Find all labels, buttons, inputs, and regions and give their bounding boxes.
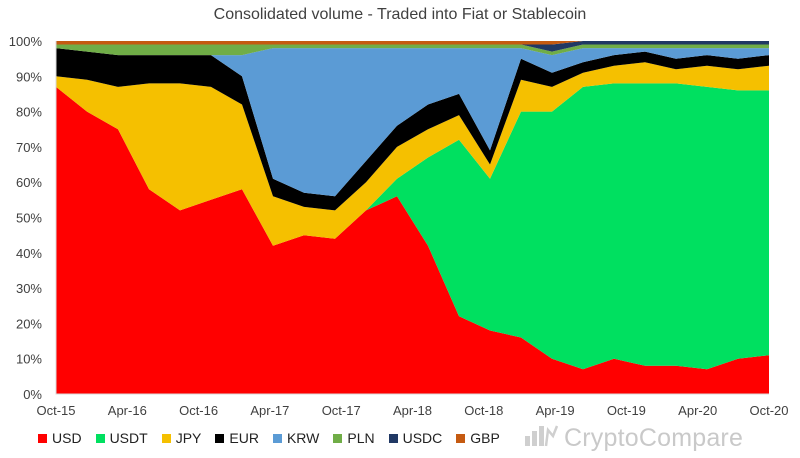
legend-item-eur: EUR [215,430,259,446]
y-tick-label: 50% [16,211,42,226]
x-tick-label: Oct-20 [749,403,788,418]
chart-title: Consolidated volume - Traded into Fiat o… [213,6,587,23]
x-tick-label: Apr-19 [536,403,575,418]
cryptocompare-logo-icon [524,422,559,455]
legend-swatch [161,433,171,443]
legend-swatch [333,433,343,443]
y-tick-label: 70% [16,140,42,155]
legend-swatch [272,433,282,443]
series-area-usd [56,86,769,395]
x-tick-label: Oct-18 [464,403,503,418]
chart-legend: USD USDT JPY EUR KRW PLN USDC GBP [38,428,514,448]
y-tick-label: 10% [16,352,42,367]
x-tick-label: Apr-17 [250,403,289,418]
legend-label: PLN [347,430,375,446]
legend-item-usdc: USDC [388,430,443,446]
series-area-eur [56,48,769,211]
y-tick-label: 80% [16,105,42,120]
legend-swatch [95,433,105,443]
legend-item-krw: KRW [272,430,320,446]
legend-label: USD [52,430,82,446]
legend-item-usdt: USDT [95,430,148,446]
y-tick-label: 20% [16,316,42,331]
x-tick-label: Oct-16 [179,403,218,418]
legend-label: GBP [470,430,500,446]
watermark: CryptoCompare [524,421,743,455]
series-area-usdt [56,83,769,370]
legend-swatch [215,433,225,443]
legend-swatch [456,433,466,443]
x-tick-label: Apr-20 [678,403,717,418]
legend-item-jpy: JPY [161,430,202,446]
legend-item-pln: PLN [333,430,375,446]
series-area-usdc [56,41,769,52]
watermark-text: CryptoCompare [564,423,744,452]
legend-label: KRW [286,430,320,446]
series-area-pln [56,44,769,56]
legend-label: EUR [229,430,259,446]
series-area-gbp [56,41,769,45]
legend-label: JPY [175,430,202,446]
x-tick-label: Oct-15 [36,403,75,418]
y-tick-label: 60% [16,175,42,190]
y-tick-label: 100% [9,34,43,49]
legend-swatch [38,433,47,443]
y-tick-label: 40% [16,246,42,261]
x-tick-label: Apr-16 [108,403,147,418]
legend-item-usd: USD [38,430,82,446]
x-tick-label: Oct-17 [322,403,361,418]
axis-lines [55,41,769,395]
legend-item-gbp: GBP [456,430,500,446]
y-tick-label: 0% [23,387,42,402]
legend-label: USDT [109,430,148,446]
y-tick-label: 90% [16,69,42,84]
legend-swatch [388,433,398,443]
y-tick-label: 30% [16,281,42,296]
x-tick-label: Apr-18 [393,403,432,418]
series-area-krw [56,48,769,197]
legend-label: USDC [402,430,443,446]
series-area-jpy [56,62,769,246]
x-tick-label: Oct-19 [607,403,646,418]
